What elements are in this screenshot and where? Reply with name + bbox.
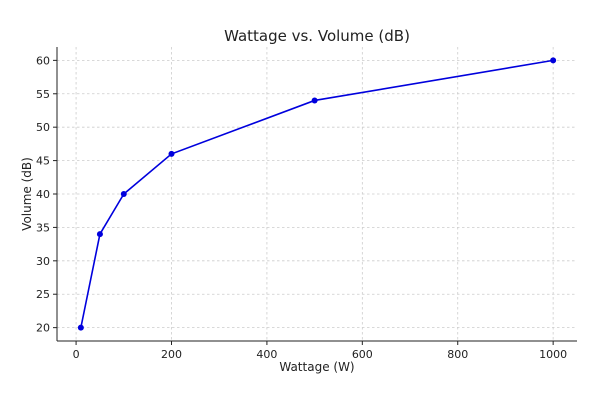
y-tick-label: 60: [36, 54, 50, 67]
series-line: [80, 59, 554, 328]
grid: [57, 47, 577, 341]
y-tick-label: 25: [36, 288, 50, 301]
y-tick-label: 50: [36, 121, 50, 134]
y-tick-label: 45: [36, 155, 50, 168]
y-axis-label: Volume (dB): [20, 157, 34, 231]
tick-labels: 0 200 400 600 800 1000 20 25 30 35 40 45 50 55 60: [36, 54, 567, 361]
x-tick-label: 1000: [539, 348, 567, 361]
series-layer: [77, 57, 557, 331]
data-point: [77, 324, 84, 331]
x-tick-label: 200: [161, 348, 182, 361]
y-tick-label: 35: [36, 221, 50, 234]
x-tick-label: 600: [352, 348, 373, 361]
y-tick-label: 55: [36, 88, 50, 101]
data-point: [550, 57, 557, 64]
y-tick-label: 40: [36, 188, 50, 201]
y-tick-label: 20: [36, 322, 50, 335]
chart-title: Wattage vs. Volume (dB): [224, 27, 410, 45]
y-tick-label: 30: [36, 255, 50, 268]
data-point: [311, 97, 318, 104]
data-point: [120, 191, 127, 197]
x-tick-label: 400: [256, 348, 277, 361]
series-line-group: [77, 57, 557, 331]
data-point: [168, 150, 175, 157]
x-tick-label: 800: [447, 348, 468, 361]
data-point: [96, 231, 103, 238]
x-tick-label: 0: [73, 348, 80, 361]
x-axis-label: Wattage (W): [279, 360, 354, 374]
